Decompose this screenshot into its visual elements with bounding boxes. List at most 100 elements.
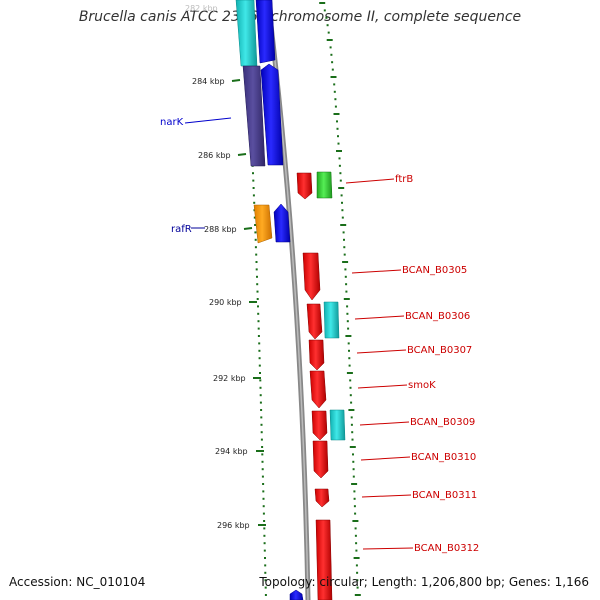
minor-tick: [349, 379, 352, 382]
minor-tick: [349, 394, 352, 397]
gene-blue-bottom: [289, 589, 304, 600]
minor-tick: [348, 349, 350, 352]
minor-tick: [264, 564, 267, 567]
tick-label-290: 290 kbp: [209, 298, 242, 307]
minor-tick: [344, 268, 347, 271]
minor-tick: [257, 327, 260, 330]
minor-tick: [261, 468, 264, 471]
minor-tick: [345, 335, 352, 337]
minor-tick: [256, 275, 258, 278]
minor-tick: [339, 172, 342, 175]
minor-tick: [261, 475, 264, 478]
minor-tick: [259, 379, 262, 382]
minor-tick: [352, 520, 359, 522]
minor-tick: [256, 290, 259, 293]
minor-tick: [256, 298, 259, 300]
minor-tick: [343, 238, 345, 241]
label-rafR: rafR: [171, 224, 192, 235]
gene-ftrB: [316, 171, 333, 199]
minor-tick: [341, 209, 344, 212]
minor-tick: [346, 305, 349, 308]
minor-tick: [350, 423, 353, 426]
gene-cyan-top: [235, 0, 258, 67]
minor-tick: [352, 475, 355, 478]
minor-tick: [263, 527, 266, 530]
label-BCAN_B0305: BCAN_B0305: [402, 265, 467, 276]
minor-tick: [353, 505, 356, 508]
minor-tick: [259, 372, 261, 374]
tick-label-288: 288 kbp: [204, 225, 237, 234]
minor-tick: [255, 253, 258, 256]
label-ftrB: ftrB: [395, 174, 413, 185]
minor-tick: [344, 275, 347, 278]
minor-tick: [337, 142, 340, 145]
label-BCAN_B0312: BCAN_B0312: [414, 543, 479, 554]
accession-label: Accession: NC_010104: [9, 575, 146, 589]
minor-tick: [253, 201, 256, 204]
minor-tick: [258, 349, 261, 352]
minor-tick: [342, 261, 349, 263]
minor-tick: [257, 312, 260, 315]
minor-tick: [338, 164, 341, 167]
minor-tick: [264, 571, 267, 574]
minor-tick: [263, 542, 266, 545]
minor-tick: [354, 534, 357, 537]
tick-label-284: 284 kbp: [192, 77, 225, 86]
label-BCAN_B0310: BCAN_B0310: [411, 452, 476, 463]
minor-tick: [326, 39, 333, 41]
minor-tick: [262, 490, 265, 493]
minor-tick: [329, 46, 332, 49]
minor-tick: [264, 586, 267, 589]
minor-tick: [351, 431, 354, 434]
gene-rafR: [253, 204, 273, 244]
outer-tick-ring: [319, 2, 361, 596]
minor-tick: [338, 157, 341, 160]
minor-tick: [253, 216, 256, 219]
minor-tick: [347, 327, 350, 330]
gene-BCAN_B0305: [302, 252, 321, 301]
minor-tick: [333, 90, 336, 93]
minor-tick: [261, 460, 264, 463]
minor-tick: [356, 571, 359, 574]
minor-tick: [262, 483, 265, 485]
minor-tick: [254, 238, 257, 241]
major-ticks: [231, 79, 266, 526]
map-title: Brucella canis ATCC 23365 chromosome II,…: [78, 9, 522, 25]
minor-tick: [338, 187, 345, 189]
minor-tick: [262, 505, 265, 508]
minor-tick: [259, 394, 262, 397]
minor-tick: [319, 2, 326, 4]
minor-tick: [254, 231, 257, 234]
minor-tick: [353, 490, 356, 493]
minor-tick: [340, 194, 343, 197]
minor-tick: [257, 335, 260, 337]
gene-cyan-B0306: [323, 301, 340, 339]
gene-BCAN_B0311: [314, 488, 330, 508]
gene-labels: narK rafR ftrB BCAN_B0305 BCAN_B0306 BCA…: [160, 117, 479, 554]
minor-tick: [339, 179, 342, 182]
minor-tick: [262, 497, 265, 500]
label-BCAN_B0309: BCAN_B0309: [410, 417, 475, 428]
topology-label: Topology: circular; Length: 1,206,800 bp…: [259, 575, 589, 589]
minor-tick: [334, 98, 337, 101]
minor-tick: [352, 460, 355, 463]
minor-tick: [348, 409, 355, 411]
minor-tick: [337, 135, 339, 138]
minor-tick: [355, 549, 358, 552]
minor-tick: [351, 438, 354, 441]
minor-tick: [255, 261, 258, 263]
label-connectors: [184, 117, 414, 550]
minor-tick: [257, 320, 260, 323]
minor-tick: [260, 423, 263, 426]
minor-tick: [356, 579, 359, 582]
minor-tick: [341, 216, 344, 219]
gene-BCAN_B0307: [308, 339, 325, 371]
minor-tick: [260, 431, 263, 434]
gene-blue-rafR-adjacent: [273, 203, 291, 243]
gene-cyan-B0309: [329, 409, 346, 441]
gene-BCAN_B0306: [306, 303, 323, 340]
minor-tick: [336, 127, 339, 130]
tick-label-286: 286 kbp: [198, 151, 231, 160]
minor-tick: [331, 68, 334, 71]
minor-tick: [256, 283, 259, 286]
